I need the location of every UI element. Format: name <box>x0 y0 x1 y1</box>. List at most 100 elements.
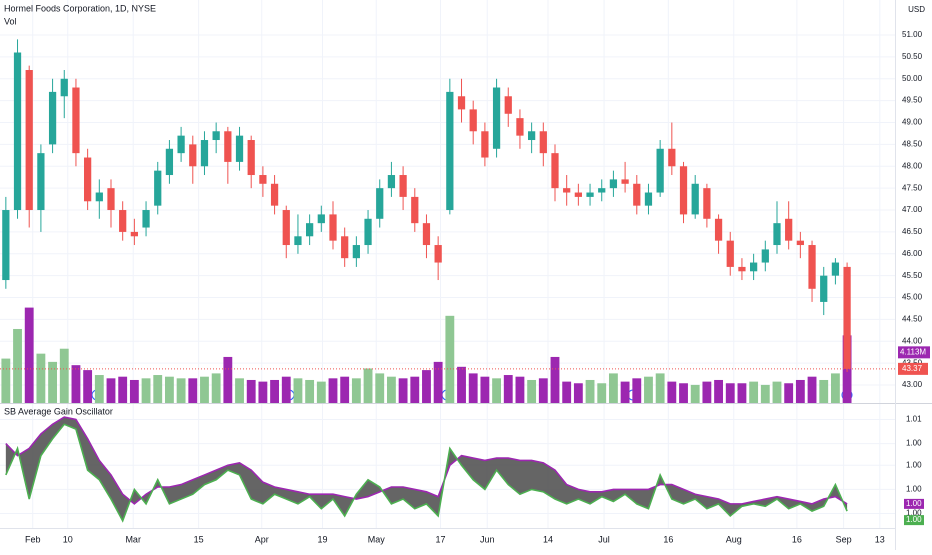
volume-bar <box>503 375 513 403</box>
y-tick-label: 1.00 <box>906 460 922 469</box>
y-tick-label: 50.50 <box>902 52 923 61</box>
candle-body <box>13 52 22 211</box>
candle-body <box>738 266 746 272</box>
volume-bar <box>562 381 572 403</box>
x-tick-label: 19 <box>317 534 327 544</box>
candle-body <box>282 210 290 246</box>
gain-fill <box>5 417 848 521</box>
candle-body <box>644 192 653 206</box>
candle-body <box>341 236 349 259</box>
y-tick-label: 47.50 <box>902 183 923 192</box>
volume-bar <box>538 378 548 403</box>
y-tick-label: 45.50 <box>902 271 923 280</box>
volume-bar <box>281 376 291 403</box>
volume-bar <box>515 376 525 403</box>
last-value-label: 1.00 <box>906 515 922 524</box>
candle-body <box>808 245 816 289</box>
candle-body <box>95 192 103 202</box>
candle-body <box>843 266 851 369</box>
volume-bar <box>445 315 455 403</box>
volume-bar <box>24 307 34 403</box>
volume-bar <box>363 368 373 403</box>
candle-body <box>598 188 606 193</box>
candle-body <box>200 140 209 167</box>
y-tick-label: 1.00 <box>906 509 922 518</box>
candle-body <box>60 78 68 97</box>
volume-bar <box>492 378 501 403</box>
volume-bar <box>235 378 244 403</box>
volume-bar <box>573 383 583 403</box>
y-tick-label: 47.00 <box>902 205 923 214</box>
y-tick-label: 1.00 <box>906 485 922 494</box>
candle-body <box>528 131 536 141</box>
candle-body <box>563 188 571 193</box>
candle-body <box>154 170 162 206</box>
candle-body <box>726 240 734 267</box>
volume-bar <box>129 379 139 403</box>
candle-body <box>306 223 314 237</box>
volume-bar <box>223 356 233 403</box>
candle-body <box>469 109 477 132</box>
volume-bar <box>620 381 630 403</box>
candle-body <box>329 214 337 241</box>
x-tick-label: 10 <box>63 534 73 544</box>
candle-body <box>130 231 138 237</box>
volume-bar <box>690 384 700 403</box>
candle-body <box>516 118 524 136</box>
volume-bar <box>667 381 677 403</box>
candle-body <box>2 210 10 281</box>
x-tick-label: Feb <box>25 534 41 544</box>
x-tick-label: 14 <box>543 534 553 544</box>
x-tick-label: 15 <box>194 534 204 544</box>
candle-body <box>84 157 92 202</box>
candle-body <box>691 183 699 215</box>
volume-bar <box>293 378 303 403</box>
candle-body <box>212 131 220 141</box>
candle-body <box>785 218 793 241</box>
candle-body <box>504 96 512 114</box>
candle-body <box>224 131 232 162</box>
candle-body <box>25 70 33 211</box>
volume-bar <box>679 383 688 403</box>
volume-bar <box>164 376 174 403</box>
volume-bar <box>760 384 770 403</box>
y-tick-label: 44.50 <box>902 315 923 324</box>
x-tick-label: Jul <box>598 534 610 544</box>
candle-body <box>714 218 723 241</box>
volume-bar <box>153 375 163 403</box>
volume-bar <box>316 381 326 403</box>
candle-body <box>820 275 828 302</box>
volume-bar <box>36 353 46 403</box>
candle-body <box>446 91 454 211</box>
volume-bar <box>632 378 642 403</box>
volume-bar <box>468 373 478 403</box>
volume-bar <box>608 373 618 403</box>
x-tick-label: Mar <box>125 534 141 544</box>
candle-body <box>270 183 279 206</box>
volume-bar <box>550 356 560 403</box>
volume-bar <box>433 361 443 403</box>
x-tick-label: May <box>368 534 386 544</box>
volume-bar <box>59 348 69 403</box>
volume-bar <box>94 375 104 403</box>
volume-bar <box>714 379 723 403</box>
currency: USD <box>908 5 925 14</box>
candle-body <box>668 148 676 167</box>
volume-bar <box>795 379 805 403</box>
candle-body <box>481 131 489 158</box>
volume-bar <box>246 379 256 403</box>
candle-body <box>352 245 360 259</box>
candle-body <box>679 166 688 215</box>
volume-bar <box>340 376 350 403</box>
candle-body <box>364 218 372 246</box>
volume-bar <box>644 376 653 403</box>
candle-body <box>551 153 559 189</box>
volume-bar <box>457 366 466 403</box>
volume-bar <box>422 370 431 403</box>
volume-bar <box>176 378 186 403</box>
candle-body <box>294 236 302 246</box>
candle-body <box>72 87 80 154</box>
volume-bar <box>211 373 221 403</box>
last-value-box <box>904 515 924 526</box>
